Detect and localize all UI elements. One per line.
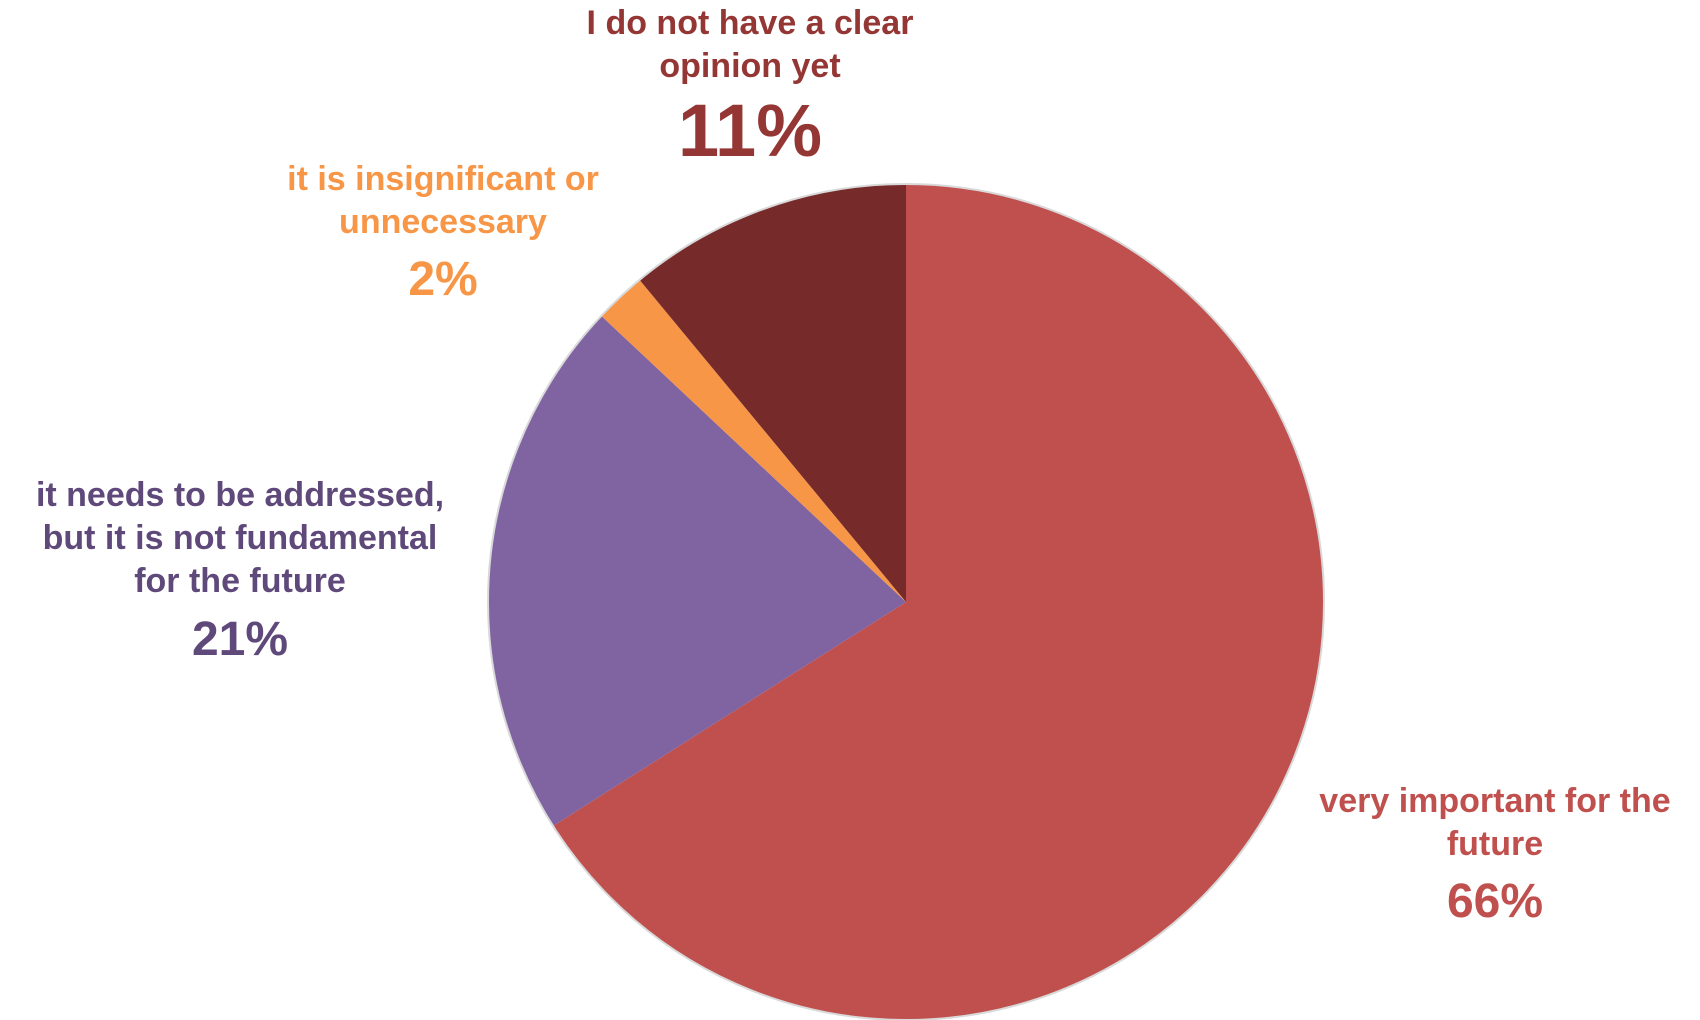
pie-slice-very-important [553, 184, 1324, 1020]
pie-slice-insignificant [601, 279, 906, 602]
pie-slice-no-clear-opinion [639, 184, 906, 602]
slice-category-label: opinion yet [659, 47, 841, 86]
slice-category-label: unnecessary [339, 203, 547, 242]
slice-category-label: for the future [134, 562, 346, 601]
slice-percent-label: 11% [677, 89, 823, 173]
slice-category-label: it needs to be addressed, [35, 476, 445, 514]
slice-label-no-clear-opinion: I do not have a clear opinion yet 11% [545, 2, 955, 173]
slice-label-very-important: very important for the future 66% [1290, 780, 1700, 933]
slice-label-insignificant: it is insignificant or unnecessary 2% [258, 158, 628, 311]
slice-category-label: but it is not fundamental [42, 519, 438, 558]
slice-percent-label: 66% [1446, 875, 1544, 929]
slice-category-label: I do not have a clear [586, 4, 914, 42]
slice-percent-label: 21% [191, 612, 289, 666]
slice-category-label: very important for the [1319, 782, 1671, 820]
slice-percent-label: 2% [408, 253, 478, 307]
slice-category-label: it is insignificant or [287, 160, 599, 198]
slice-label-needs-addressing: it needs to be addressed, but it is not … [10, 474, 470, 670]
pie-outline [487, 183, 1325, 1020]
slice-category-label: future [1446, 825, 1544, 864]
pie-slice-needs-addressing [487, 315, 906, 826]
